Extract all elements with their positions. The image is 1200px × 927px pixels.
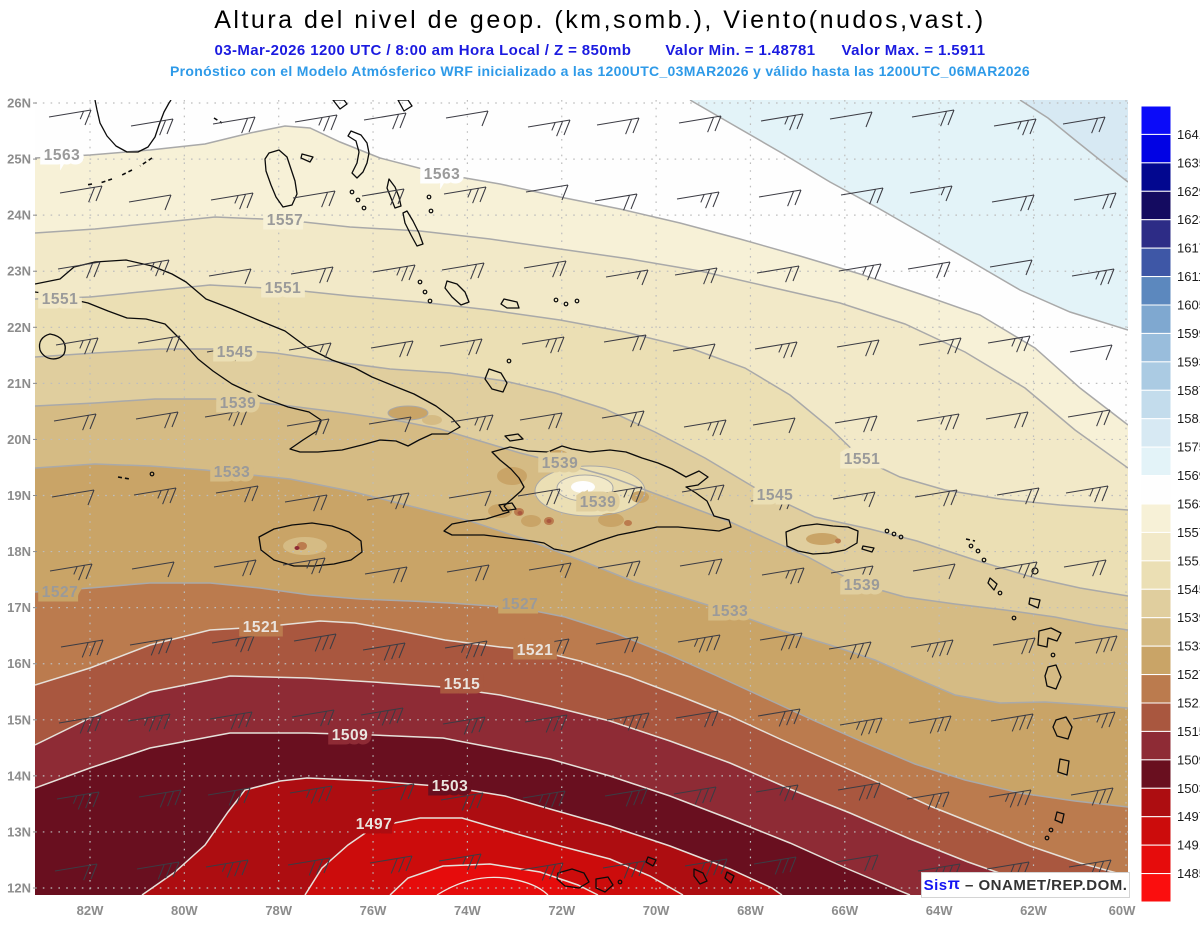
svg-text:13N: 13N bbox=[7, 824, 31, 839]
svg-text:60W: 60W bbox=[1109, 903, 1136, 918]
svg-text:1539: 1539 bbox=[1177, 610, 1200, 625]
svg-text:1533: 1533 bbox=[712, 603, 748, 620]
svg-text:1551: 1551 bbox=[844, 451, 880, 468]
svg-text:62W: 62W bbox=[1020, 903, 1047, 918]
svg-text:1497: 1497 bbox=[356, 816, 392, 833]
svg-text:72W: 72W bbox=[548, 903, 575, 918]
svg-text:20N: 20N bbox=[7, 432, 31, 447]
svg-text:1497: 1497 bbox=[1177, 809, 1200, 824]
svg-text:70W: 70W bbox=[643, 903, 670, 918]
svg-text:1515: 1515 bbox=[1177, 724, 1200, 739]
svg-text:1593: 1593 bbox=[1177, 354, 1200, 369]
svg-text:1563: 1563 bbox=[1177, 497, 1200, 512]
svg-text:24N: 24N bbox=[7, 208, 31, 223]
svg-text:25N: 25N bbox=[7, 152, 31, 167]
svg-text:1551: 1551 bbox=[42, 291, 78, 308]
svg-text:1545: 1545 bbox=[757, 487, 793, 504]
svg-text:1557: 1557 bbox=[1177, 525, 1200, 540]
svg-text:68W: 68W bbox=[737, 903, 764, 918]
model-init-line: Pronóstico con el Modelo Atmósferico WRF… bbox=[170, 63, 1030, 79]
svg-text:1485: 1485 bbox=[1177, 866, 1200, 881]
svg-text:1521: 1521 bbox=[517, 642, 553, 659]
svg-text:1527: 1527 bbox=[42, 584, 78, 601]
svg-text:1545: 1545 bbox=[217, 344, 253, 361]
map-title: Altura del nivel de geop. (km,somb.), Vi… bbox=[214, 6, 986, 34]
valid-time-line: 03-Mar-2026 1200 UTC / 8:00 am Hora Loca… bbox=[0, 42, 1200, 59]
svg-text:1605: 1605 bbox=[1177, 298, 1200, 313]
svg-text:82W: 82W bbox=[77, 903, 104, 918]
svg-text:74W: 74W bbox=[454, 903, 481, 918]
svg-text:1539: 1539 bbox=[844, 577, 880, 594]
value-max-text: Valor Max. = 1.5911 bbox=[841, 42, 986, 59]
svg-text:1533: 1533 bbox=[214, 464, 250, 481]
svg-text:76W: 76W bbox=[360, 903, 387, 918]
svg-text:64W: 64W bbox=[926, 903, 953, 918]
svg-text:1569: 1569 bbox=[1177, 468, 1200, 483]
svg-text:1617: 1617 bbox=[1177, 241, 1200, 256]
graticule bbox=[35, 100, 1128, 895]
svg-text:1539: 1539 bbox=[220, 395, 256, 412]
svg-text:66W: 66W bbox=[831, 903, 858, 918]
svg-text:1503: 1503 bbox=[432, 778, 468, 795]
svg-text:1515: 1515 bbox=[444, 676, 480, 693]
svg-text:12N: 12N bbox=[7, 881, 31, 896]
svg-text:17N: 17N bbox=[7, 600, 31, 615]
svg-text:1635: 1635 bbox=[1177, 155, 1200, 170]
svg-text:19N: 19N bbox=[7, 488, 31, 503]
coastlines bbox=[35, 100, 1073, 893]
svg-text:1629: 1629 bbox=[1177, 184, 1200, 199]
svg-text:1623: 1623 bbox=[1177, 212, 1200, 227]
valid-time-text: 03-Mar-2026 1200 UTC / 8:00 am Hora Loca… bbox=[214, 42, 632, 59]
wind-barbs bbox=[48, 109, 1118, 882]
svg-text:1503: 1503 bbox=[1177, 781, 1200, 796]
svg-text:16N: 16N bbox=[7, 656, 31, 671]
axis-labels: 26N 25N 24N 23N 22N 21N 20N 19N 18N 17N 16N 15N 14N 1… bbox=[7, 96, 1136, 918]
svg-text:1539: 1539 bbox=[580, 494, 616, 511]
svg-text:78W: 78W bbox=[265, 903, 292, 918]
svg-text:1575: 1575 bbox=[1177, 440, 1200, 455]
svg-text:1599: 1599 bbox=[1177, 326, 1200, 341]
svg-text:1521: 1521 bbox=[243, 619, 279, 636]
svg-text:1509: 1509 bbox=[1177, 752, 1200, 767]
svg-text:22N: 22N bbox=[7, 320, 31, 335]
svg-text:1509: 1509 bbox=[332, 727, 368, 744]
watermark-source: – ONAMET/REP.DOM. bbox=[960, 876, 1128, 894]
svg-text:1563: 1563 bbox=[44, 147, 80, 164]
svg-text:1545: 1545 bbox=[1177, 582, 1200, 597]
watermark-brand: Sis bbox=[923, 876, 948, 894]
svg-text:1527: 1527 bbox=[1177, 667, 1200, 682]
svg-text:26N: 26N bbox=[7, 96, 31, 111]
svg-text:18N: 18N bbox=[7, 544, 31, 559]
svg-text:15N: 15N bbox=[7, 712, 31, 727]
svg-text:1521: 1521 bbox=[1177, 696, 1200, 711]
svg-text:1533: 1533 bbox=[1177, 639, 1200, 654]
svg-text:1563: 1563 bbox=[424, 166, 460, 183]
svg-text:1551: 1551 bbox=[265, 280, 301, 297]
svg-text:14N: 14N bbox=[7, 768, 31, 783]
svg-text:1551: 1551 bbox=[1177, 553, 1200, 568]
svg-text:1587: 1587 bbox=[1177, 383, 1200, 398]
svg-text:23N: 23N bbox=[7, 264, 31, 279]
contour-lines bbox=[35, 100, 1128, 895]
pi-icon: π bbox=[947, 876, 961, 893]
svg-text:80W: 80W bbox=[171, 903, 198, 918]
svg-text:1527: 1527 bbox=[502, 596, 538, 613]
watermark: Sis π – ONAMET/REP.DOM. bbox=[921, 872, 1130, 898]
svg-text:1539: 1539 bbox=[542, 455, 578, 472]
svg-text:1557: 1557 bbox=[267, 212, 303, 229]
title-block: Altura del nivel de geop. (km,somb.), Vi… bbox=[0, 0, 1200, 79]
value-min-text: Valor Min. = 1.48781 bbox=[665, 42, 816, 59]
svg-text:21N: 21N bbox=[7, 376, 31, 391]
